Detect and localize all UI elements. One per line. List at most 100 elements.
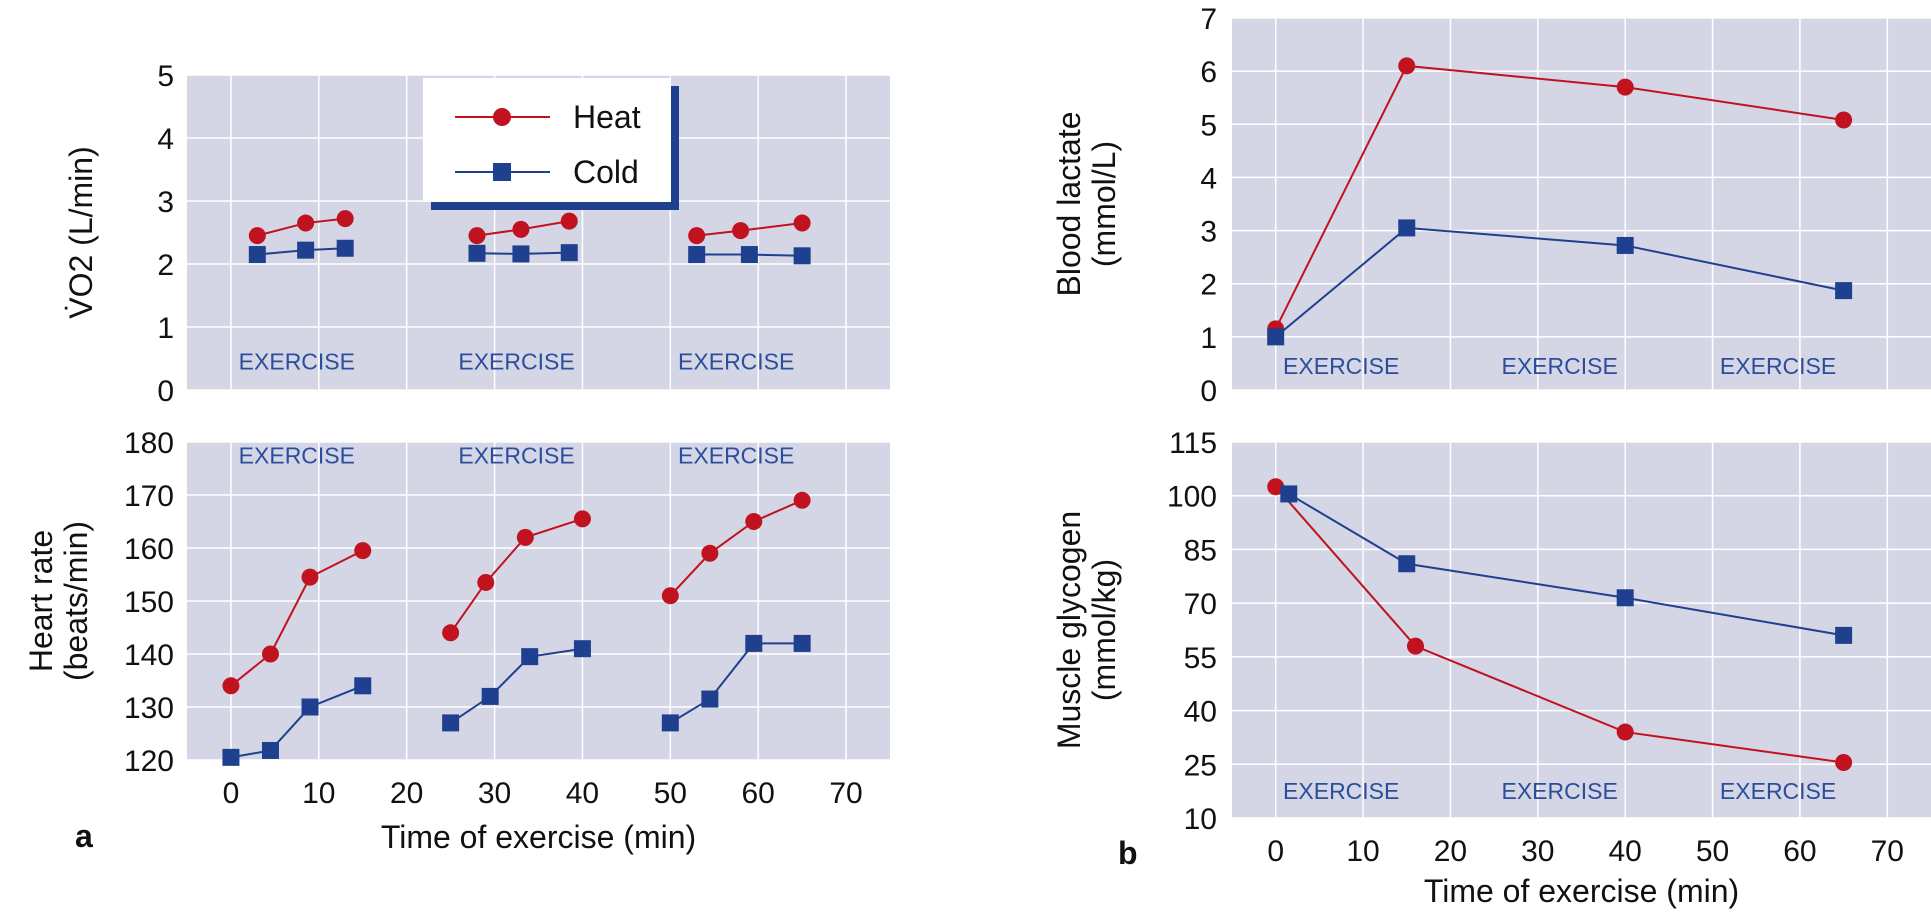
exercise-label: EXERCISE bbox=[1283, 353, 1399, 379]
x-tick-label: 70 bbox=[1871, 835, 1904, 868]
legend-cold-label: Cold bbox=[573, 154, 639, 190]
x-tick-label: 30 bbox=[1521, 835, 1554, 868]
data-point bbox=[745, 513, 763, 530]
data-point bbox=[1835, 111, 1853, 129]
exercise-label: EXERCISE bbox=[239, 442, 355, 468]
x-tick-label: 50 bbox=[654, 777, 687, 810]
data-point bbox=[477, 573, 495, 591]
y-tick-label: 2 bbox=[157, 249, 174, 282]
y-axis-label-line: Heart rate bbox=[23, 530, 59, 672]
y-tick-label: 1 bbox=[1200, 322, 1217, 355]
data-point bbox=[442, 714, 460, 732]
exercise-label: EXERCISE bbox=[1501, 778, 1617, 804]
data-point bbox=[560, 212, 578, 230]
data-point bbox=[301, 698, 319, 716]
legend-cold-marker bbox=[493, 163, 511, 181]
y-tick-label: 140 bbox=[124, 639, 174, 672]
plot-background bbox=[1232, 442, 1931, 818]
data-point bbox=[793, 214, 811, 232]
x-tick-label: 0 bbox=[1267, 835, 1284, 868]
data-point bbox=[1280, 485, 1298, 503]
y-axis-label-line: Muscle glycogen bbox=[1051, 511, 1087, 749]
exercise-label: EXERCISE bbox=[1283, 778, 1399, 804]
y-tick-label: 100 bbox=[1167, 481, 1217, 514]
series-heat bbox=[1267, 478, 1853, 771]
data-point bbox=[248, 227, 266, 245]
x-tick-label: 60 bbox=[1783, 835, 1816, 868]
data-point bbox=[1616, 589, 1634, 607]
y-axis-label: V̇O2 (L/min) bbox=[63, 146, 99, 318]
data-point bbox=[573, 510, 591, 528]
data-point bbox=[1616, 78, 1634, 96]
y-tick-label: 115 bbox=[1169, 427, 1217, 460]
exercise-label: EXERCISE bbox=[1720, 353, 1836, 379]
y-axis-label-line: (beats/min) bbox=[58, 521, 94, 681]
y-tick-label: 4 bbox=[1200, 162, 1217, 195]
y-axis-label: Blood lactate(mmol/L) bbox=[1051, 111, 1122, 296]
y-tick-label: 40 bbox=[1184, 696, 1217, 729]
y-tick-label: 5 bbox=[157, 60, 174, 93]
y-tick-label: 3 bbox=[157, 186, 174, 219]
data-point bbox=[745, 634, 763, 652]
data-point bbox=[248, 246, 266, 264]
y-axis-label: Muscle glycogen(mmol/kg) bbox=[1051, 511, 1122, 749]
exercise-label: EXERCISE bbox=[1720, 778, 1836, 804]
x-axis-label: Time of exercise (min) bbox=[1424, 873, 1739, 909]
series-line bbox=[230, 684, 364, 759]
chart-panels: 0 1 2 3 4 5 V̇O2 (L/min) EXERCISE EXERCISE EXERCI… bbox=[23, 3, 1931, 909]
series-cold bbox=[1280, 485, 1853, 644]
x-tick-label: 60 bbox=[742, 777, 775, 810]
data-point bbox=[793, 247, 811, 265]
plot-background bbox=[1232, 18, 1931, 390]
x-axis-label: Time of exercise (min) bbox=[381, 819, 696, 855]
data-point bbox=[521, 648, 539, 666]
data-point bbox=[222, 748, 240, 766]
data-point bbox=[442, 624, 460, 642]
y-tick-label: 55 bbox=[1184, 642, 1217, 675]
series-cold bbox=[1267, 219, 1853, 346]
series-heat bbox=[222, 491, 811, 695]
chart-glycogen: 10 25 40 55 70 85 100 115 0 10 20 30 40 50 60 70 Muscle … bbox=[1051, 427, 1931, 909]
data-point bbox=[336, 239, 354, 257]
y-tick-label: 85 bbox=[1184, 534, 1217, 567]
data-point bbox=[793, 491, 811, 509]
exercise-label: EXERCISE bbox=[678, 349, 794, 375]
y-tick-label: 6 bbox=[1200, 56, 1217, 89]
y-tick-label: 180 bbox=[124, 427, 174, 460]
series-heat bbox=[1267, 57, 1853, 338]
series-line bbox=[669, 642, 803, 724]
legend-heat-label: Heat bbox=[573, 99, 641, 135]
y-axis-label-line: Blood lactate bbox=[1051, 111, 1087, 296]
data-point bbox=[573, 640, 591, 658]
y-tick-label: 1 bbox=[157, 312, 174, 345]
y-axis-label: Heart rate(beats/min) bbox=[23, 521, 94, 681]
y-tick-label: 10 bbox=[1184, 803, 1217, 836]
data-point bbox=[1267, 478, 1285, 496]
data-point bbox=[732, 222, 750, 240]
data-point bbox=[1616, 723, 1634, 741]
y-tick-label: 150 bbox=[124, 586, 174, 619]
x-tick-label: 70 bbox=[829, 777, 862, 810]
series-line bbox=[1274, 64, 1844, 330]
exercise-label: EXERCISE bbox=[239, 349, 355, 375]
data-point bbox=[297, 214, 315, 232]
chart-hr: 120 130 140 150 160 170 180 0 10 20 30 40 50 60 70 Hear… bbox=[23, 427, 890, 855]
data-point bbox=[512, 220, 530, 238]
y-tick-label: 5 bbox=[1200, 109, 1217, 142]
x-tick-label: 10 bbox=[1346, 835, 1379, 868]
series-line bbox=[1274, 486, 1844, 764]
data-point bbox=[468, 227, 486, 245]
y-axis-label-line: (mmol/L) bbox=[1086, 141, 1122, 267]
legend: Heat Cold bbox=[423, 78, 679, 210]
exercise-label: EXERCISE bbox=[678, 442, 794, 468]
y-tick-label: 4 bbox=[157, 123, 174, 156]
x-tick-label: 40 bbox=[1609, 835, 1642, 868]
y-tick-label: 7 bbox=[1200, 3, 1217, 36]
legend-heat-marker bbox=[493, 108, 511, 126]
y-tick-label: 120 bbox=[124, 745, 174, 778]
data-point bbox=[336, 210, 354, 228]
data-point bbox=[354, 542, 372, 560]
data-point bbox=[793, 634, 811, 652]
data-point bbox=[661, 587, 679, 605]
